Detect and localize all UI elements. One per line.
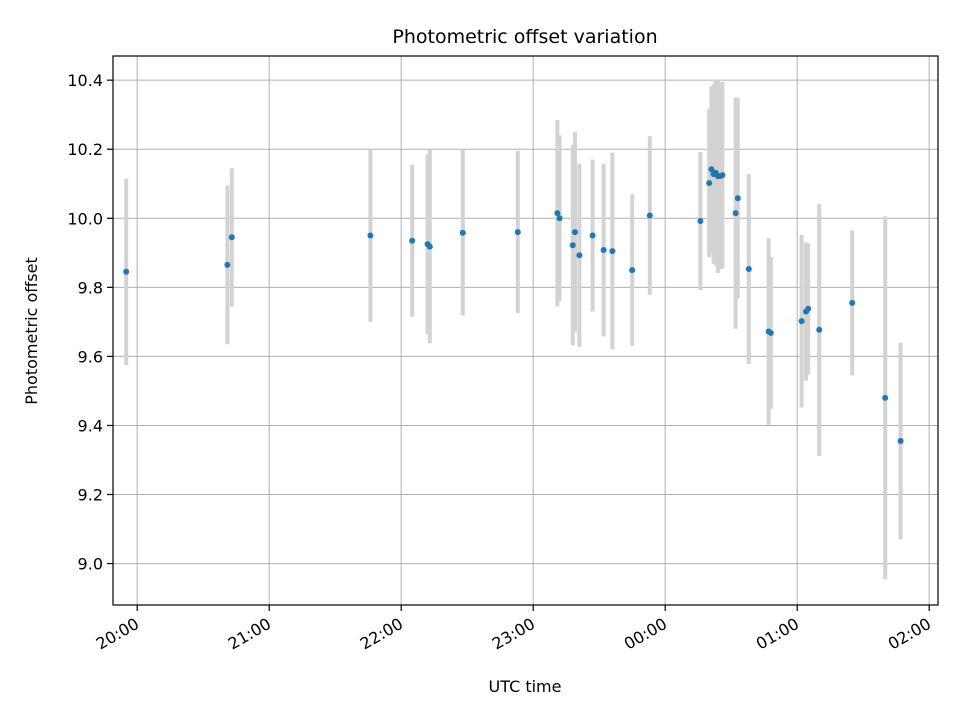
data-point — [554, 210, 561, 217]
y-tick-label: 9.8 — [78, 278, 103, 297]
data-point — [224, 261, 231, 268]
data-point — [706, 180, 713, 187]
x-tick-label: 00:00 — [621, 614, 670, 654]
chart-title: Photometric offset variation — [392, 26, 657, 48]
data-point — [897, 437, 904, 444]
data-point — [409, 237, 416, 244]
x-tick-label: 20:00 — [93, 614, 142, 654]
data-point — [734, 195, 741, 202]
data-point — [600, 247, 607, 254]
data-point — [228, 234, 235, 241]
data-point — [745, 266, 752, 273]
y-tick-label: 10.2 — [67, 140, 103, 159]
data-point — [514, 229, 521, 236]
y-tick-label: 9.0 — [78, 555, 103, 574]
x-tick-label: 01:00 — [753, 614, 802, 654]
y-tick-label: 10.0 — [67, 209, 103, 228]
error-bars — [124, 79, 903, 580]
x-tick-label: 02:00 — [885, 614, 934, 654]
data-point — [816, 326, 823, 333]
data-point — [459, 229, 466, 236]
y-tick-label: 10.4 — [67, 71, 103, 90]
x-tick-label: 22:00 — [357, 614, 406, 654]
data-point — [732, 210, 739, 217]
x-axis-label: UTC time — [489, 677, 562, 696]
data-point — [556, 215, 563, 222]
data-point — [882, 394, 889, 401]
data-point — [646, 212, 653, 219]
y-axis: 9.0 9.2 9.4 9.6 9.8 10.0 10.2 10.4 — [67, 71, 113, 574]
x-axis: 20:00 21:00 22:00 23:00 00:00 01:00 02:00 — [93, 605, 934, 654]
x-tick-label: 21:00 — [225, 614, 274, 654]
data-point — [569, 242, 576, 249]
y-tick-label: 9.4 — [78, 416, 103, 435]
y-axis-label: Photometric offset — [22, 257, 41, 405]
data-point — [123, 268, 130, 275]
y-tick-label: 9.6 — [78, 347, 103, 366]
plot-area-frame — [112, 55, 939, 606]
x-tick-label: 23:00 — [489, 614, 538, 654]
data-point — [849, 299, 856, 306]
data-point — [798, 318, 805, 325]
data-point — [576, 252, 583, 259]
data-point — [609, 248, 616, 255]
data-point — [719, 172, 726, 179]
data-point — [426, 243, 433, 250]
data-point — [708, 166, 715, 173]
data-points — [123, 166, 904, 444]
data-point — [805, 305, 812, 312]
data-point — [767, 329, 774, 336]
data-point — [589, 232, 596, 239]
data-point — [367, 232, 374, 239]
data-point — [572, 229, 578, 236]
data-point — [629, 267, 636, 274]
data-point — [697, 218, 704, 225]
y-tick-label: 9.2 — [78, 486, 103, 505]
gridlines — [113, 56, 938, 605]
